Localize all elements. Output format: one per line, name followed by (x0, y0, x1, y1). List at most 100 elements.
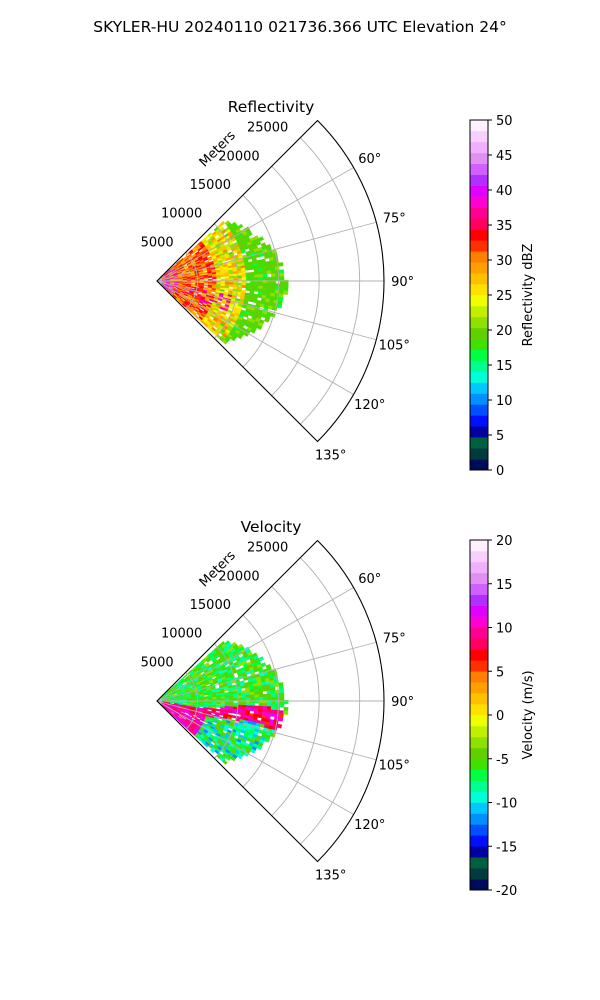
radar-gate (278, 717, 284, 722)
radar-gate (279, 276, 285, 281)
colorbar-swatch (470, 561, 488, 574)
radar-gate (246, 231, 253, 237)
radar-gate (271, 696, 276, 701)
radar-gate (229, 698, 234, 701)
sector-outline (156, 119, 385, 443)
colorbar-swatch (470, 284, 488, 296)
radar-gate (224, 698, 230, 701)
radar-gate (254, 282, 260, 287)
radar-gate (278, 685, 284, 691)
radar-gate (270, 289, 276, 294)
panel-title: Reflectivity (228, 98, 315, 116)
colorbar-tick-label: -20 (496, 884, 517, 899)
radial-tick-label: 15000 (190, 178, 231, 193)
radar-gate (250, 277, 255, 281)
radar-gate (274, 689, 280, 694)
angular-tick-label: 135° (315, 449, 346, 464)
radar-gate (207, 698, 213, 701)
radar-gate (270, 273, 276, 278)
radar-gate (262, 696, 268, 701)
radar-gate (262, 273, 268, 278)
radar-gate (266, 267, 272, 272)
colorbar-swatch (470, 185, 488, 197)
colorbar: -20 -15 -10 -5 0 5 10 15 20 Velocity (m/s) (469, 534, 536, 899)
radial-tick-label: 25000 (247, 121, 288, 136)
radar-gate (257, 294, 263, 299)
panel-title: Velocity (241, 518, 302, 536)
radar-gate (271, 306, 278, 311)
radar-gate (245, 277, 251, 281)
angular-tick-label: 105° (379, 759, 410, 774)
radar-gate (211, 289, 217, 293)
radial-tick-label: 20000 (218, 149, 259, 164)
colorbar-swatch (470, 649, 488, 661)
radar-gate (229, 278, 234, 281)
colorbar-swatch (470, 879, 488, 891)
colorbar-swatch (470, 769, 488, 781)
colorbar-tick-label: 35 (496, 219, 513, 234)
radar-gate (233, 697, 238, 701)
radar-gate (245, 694, 251, 699)
colorbar-swatch (470, 868, 488, 880)
angular-tick-label: 90° (391, 275, 414, 290)
colorbar-swatch (470, 426, 488, 438)
radar-gate (203, 284, 209, 287)
radar-gate (264, 317, 270, 323)
radial-tick-label: 10000 (161, 207, 202, 222)
radar-gate (275, 276, 281, 281)
radar-gate (237, 223, 244, 229)
angular-tick-label: 90° (391, 695, 414, 710)
radar-gate (266, 703, 272, 707)
colorbar-swatch (470, 572, 488, 585)
radar-gate (222, 339, 228, 345)
colorbar-tick-label: 20 (496, 324, 513, 339)
radar-gate (207, 275, 213, 279)
colorbar-swatch (470, 638, 488, 650)
radar-gate (276, 723, 283, 729)
colorbar-label: Reflectivity dBZ (521, 244, 536, 347)
radar-gate (247, 298, 254, 303)
radar-gate (275, 693, 281, 698)
radar-gate (258, 282, 264, 287)
colorbar-tick-label: 15 (496, 359, 513, 374)
grid-spoke (156, 587, 354, 702)
radar-gate (216, 705, 221, 708)
colorbar-swatch (470, 616, 488, 628)
radar-gate (182, 702, 188, 704)
colorbar-swatch (470, 152, 488, 165)
radar-gate (260, 662, 267, 668)
radar-gate (253, 288, 259, 292)
colorbar-swatch (470, 273, 488, 285)
grid-spoke (156, 280, 354, 395)
radar-gate (245, 282, 251, 286)
radar-gate (233, 277, 238, 281)
radar-gate (236, 754, 243, 760)
colorbar-swatch (470, 404, 488, 416)
radar-gate (270, 689, 276, 695)
radar-gate (220, 274, 226, 278)
radar-gate (250, 328, 256, 334)
colorbar-tick-label: 15 (496, 578, 513, 593)
colorbar-swatch (470, 163, 488, 175)
radar-gate (275, 283, 281, 288)
radar-gate (180, 710, 186, 714)
colorbar-swatch (470, 704, 488, 716)
radar-gate (274, 266, 280, 271)
radar-gate (249, 266, 255, 271)
radar-gate (241, 697, 247, 701)
radar-gate (279, 286, 285, 292)
radar-gate (224, 287, 230, 291)
colorbar-swatch (470, 120, 488, 132)
radar-gate (245, 702, 251, 706)
colorbar-swatch (470, 791, 488, 803)
radar-gate (203, 277, 209, 280)
radar-gate (249, 271, 255, 276)
polar-grid (156, 137, 384, 425)
colorbar-swatch (470, 725, 488, 738)
radar-gate (241, 277, 247, 281)
radar-gate (230, 336, 236, 342)
colorbar-tick-label: 50 (496, 114, 513, 129)
radar-gate (228, 710, 234, 714)
